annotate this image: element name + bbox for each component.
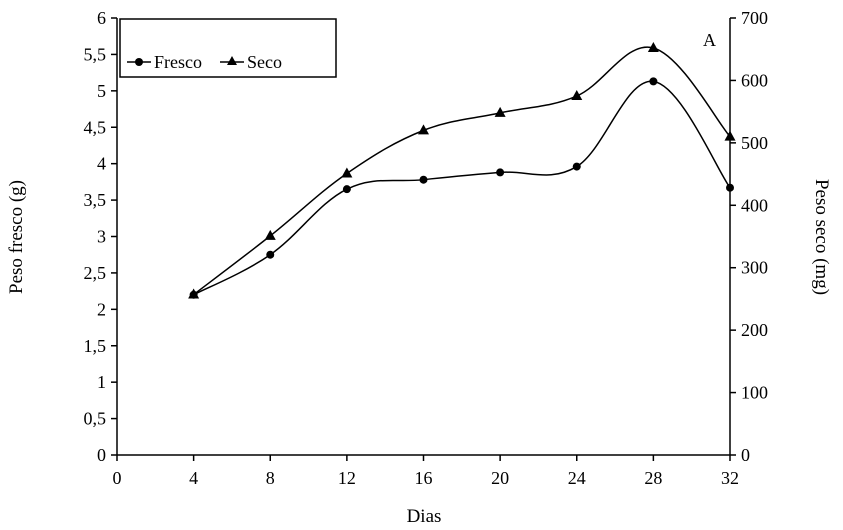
series-seco-point [188, 288, 200, 299]
y-right-tick-label: 500 [741, 133, 768, 153]
y-right-tick-label: 600 [741, 70, 768, 90]
series-fresco-point [266, 250, 275, 259]
series-fresco-point [419, 175, 428, 184]
y-right-tick-label: 0 [741, 445, 750, 465]
y-right-tick-label: 200 [741, 320, 768, 340]
y-left-tick-label: 1,5 [84, 336, 107, 356]
x-tick-label: 24 [568, 468, 586, 488]
y-right-tick-label: 700 [741, 8, 768, 28]
series-seco-point [341, 167, 353, 178]
legend-box [119, 18, 337, 78]
x-axis-title: Dias [407, 506, 442, 527]
legend-seco-label: Seco [247, 52, 282, 72]
y-left-tick-label: 0,5 [84, 409, 107, 429]
y-left-tick-label: 0 [97, 445, 106, 465]
x-tick-label: 4 [189, 468, 198, 488]
legend: Fresco Seco [119, 18, 337, 78]
series-fresco-point [649, 77, 658, 86]
y-left-tick-label: 2,5 [84, 263, 107, 283]
series-seco-point [418, 124, 429, 135]
axes [116, 18, 731, 456]
y-left-tick-label: 5 [97, 81, 106, 101]
x-tick-label: 8 [266, 468, 275, 488]
y-right-tick-label: 400 [741, 195, 768, 215]
y-left-tick-label: 2 [97, 299, 106, 319]
x-tick-label: 12 [338, 468, 356, 488]
y-left-tick-label: 1 [97, 372, 106, 392]
series-seco-point [724, 130, 736, 141]
series-seco-point [647, 41, 659, 52]
legend-seco-marker [227, 56, 237, 65]
y-left-tick-label: 3,5 [84, 190, 107, 210]
series-seco-point [264, 229, 276, 240]
series-seco-point [571, 90, 583, 101]
y-right-axis-title: Peso seco (mg) [811, 179, 832, 295]
y-left-tick-label: 6 [97, 8, 106, 28]
y-right-tick-label: 300 [741, 258, 768, 278]
y-left-tick-label: 4 [97, 154, 106, 174]
x-tick-label: 28 [644, 468, 662, 488]
legend-fresco-marker [135, 58, 143, 66]
series-fresco-point [496, 168, 505, 177]
legend-fresco-label: Fresco [154, 52, 202, 72]
series-fresco-line [193, 80, 731, 296]
ticks: 0 4 8 12 16 20 24 28 3200,511,522,533,544,555,56… [84, 8, 769, 488]
series-seco-point [494, 106, 506, 117]
y-left-tick-label: 4,5 [84, 117, 107, 137]
series-fresco-point [726, 183, 734, 192]
series-fresco-point [342, 185, 351, 194]
y-left-tick-label: 5,5 [84, 44, 107, 64]
panel-label: A [703, 30, 716, 50]
series-fresco-point [572, 162, 581, 171]
x-tick-label: 16 [415, 468, 433, 488]
y-left-tick-label: 3 [97, 227, 106, 247]
x-tick-label: 0 [113, 468, 122, 488]
x-tick-label: 32 [721, 468, 739, 488]
series-seco-line [193, 46, 731, 296]
series-layer [188, 41, 736, 299]
x-tick-label: 20 [491, 468, 509, 488]
y-right-tick-label: 100 [741, 383, 768, 403]
y-left-axis-title: Peso fresco (g) [6, 180, 27, 294]
